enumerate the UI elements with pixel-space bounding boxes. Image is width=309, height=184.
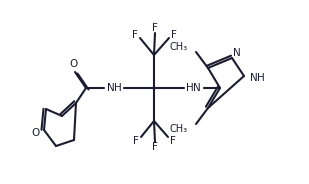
- Text: CH₃: CH₃: [170, 42, 188, 52]
- Text: H: H: [186, 83, 194, 93]
- Text: N: N: [233, 48, 241, 58]
- Text: H: H: [257, 73, 265, 83]
- Text: F: F: [152, 142, 158, 152]
- Text: F: F: [132, 30, 138, 40]
- Text: F: F: [152, 23, 158, 33]
- Text: O: O: [70, 59, 78, 69]
- Text: F: F: [171, 30, 177, 40]
- Text: H: H: [114, 83, 122, 93]
- Text: N: N: [193, 83, 201, 93]
- Text: CH₃: CH₃: [170, 124, 188, 134]
- Text: F: F: [133, 136, 139, 146]
- Text: N: N: [250, 73, 258, 83]
- Text: O: O: [32, 128, 40, 138]
- Text: N: N: [107, 83, 115, 93]
- Text: F: F: [170, 136, 176, 146]
